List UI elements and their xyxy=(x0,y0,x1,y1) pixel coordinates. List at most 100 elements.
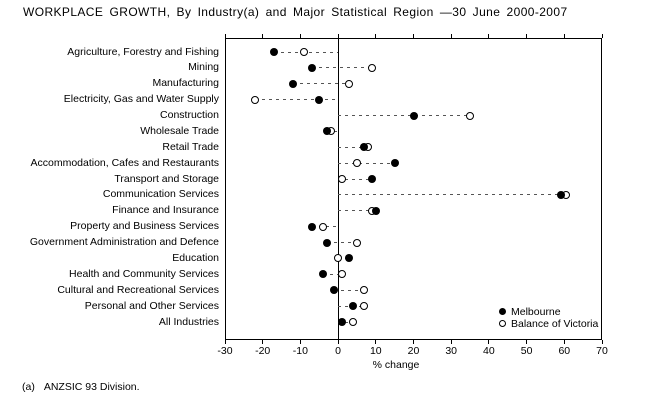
connector-line xyxy=(334,289,365,291)
connector-line xyxy=(338,178,373,180)
x-tick-label: 10 xyxy=(369,345,382,357)
x-tick-label: 30 xyxy=(445,345,458,357)
melbourne-dot xyxy=(270,48,278,56)
footnote-marker: (a) xyxy=(22,381,35,393)
melbourne-dot xyxy=(315,95,324,104)
x-tick-label: 50 xyxy=(520,345,533,357)
balance-of-victoria-dot xyxy=(466,111,475,120)
x-tick-top xyxy=(224,34,226,38)
x-tick-label: -30 xyxy=(217,345,233,357)
footnote-text: ANZSIC 93 Division. xyxy=(43,381,140,393)
balance-of-victoria-dot xyxy=(345,79,354,88)
footnote: (a) ANZSIC 93 Division. xyxy=(22,381,140,393)
x-tick-label: 40 xyxy=(483,345,495,357)
balance-of-victoria-dot xyxy=(251,95,260,104)
x-tick xyxy=(563,340,565,344)
category-label: Mining xyxy=(188,61,219,74)
legend-item-melbourne: Melbourne xyxy=(499,305,598,318)
open-circle-icon xyxy=(499,320,506,327)
category-label: Agriculture, Forestry and Fishing xyxy=(67,45,219,58)
x-tick-top xyxy=(601,34,603,38)
x-tick-top xyxy=(526,34,528,38)
category-label: Cultural and Recreational Services xyxy=(57,283,219,296)
balance-of-victoria-dot xyxy=(319,222,328,231)
melbourne-dot xyxy=(368,175,377,184)
x-tick-label: 20 xyxy=(407,345,420,357)
category-label: Government Administration and Defence xyxy=(29,236,219,249)
legend-item-balance-of-victoria: Balance of Victoria xyxy=(499,317,599,330)
connector-line xyxy=(338,194,567,196)
legend-label-melbourne: Melbourne xyxy=(511,305,561,318)
x-tick xyxy=(450,340,452,344)
x-tick-top xyxy=(375,34,377,38)
connector-line xyxy=(255,99,339,101)
x-tick xyxy=(601,340,603,344)
melbourne-dot xyxy=(337,318,346,326)
category-label: Manufacturing xyxy=(152,77,219,90)
melbourne-dot xyxy=(319,270,328,279)
category-label: Accommodation, Cafes and Restaurants xyxy=(30,156,219,169)
x-tick-label: 60 xyxy=(558,345,571,357)
category-label: Construction xyxy=(160,109,219,122)
category-label: Retail Trade xyxy=(162,140,219,153)
balance-of-victoria-dot xyxy=(352,238,361,247)
balance-of-victoria-dot xyxy=(368,63,377,72)
melbourne-dot xyxy=(322,238,331,247)
x-tick-top xyxy=(450,34,452,38)
balance-of-victoria-dot xyxy=(349,318,358,326)
melbourne-dot xyxy=(371,206,380,215)
zero-reference-line xyxy=(337,38,339,340)
x-tick-top xyxy=(563,34,565,38)
connector-line xyxy=(326,242,357,244)
melbourne-dot xyxy=(307,222,316,231)
balance-of-victoria-dot xyxy=(337,175,346,184)
legend: Melbourne Balance of Victoria xyxy=(499,306,598,330)
category-label: Communication Services xyxy=(102,188,219,201)
connector-line xyxy=(338,257,350,259)
category-label: Electricity, Gas and Water Supply xyxy=(63,93,219,106)
melbourne-dot xyxy=(349,302,358,311)
connector-line xyxy=(338,162,395,164)
balance-of-victoria-dot xyxy=(352,159,361,168)
category-label: Property and Business Services xyxy=(70,220,219,233)
category-label: Personal and Other Services xyxy=(84,299,219,312)
melbourne-dot xyxy=(556,190,565,199)
melbourne-dot xyxy=(288,79,297,88)
x-tick xyxy=(488,340,490,344)
x-tick-label: -20 xyxy=(255,345,271,357)
connector-line xyxy=(292,83,350,85)
x-tick xyxy=(526,340,528,344)
balance-of-victoria-dot xyxy=(360,286,369,295)
legend-label-balance-of-victoria: Balance of Victoria xyxy=(511,317,599,330)
melbourne-dot xyxy=(390,159,399,168)
category-label: Finance and Insurance xyxy=(112,204,219,217)
x-tick-top xyxy=(337,34,339,38)
x-tick-top xyxy=(262,34,264,38)
filled-circle-icon xyxy=(499,308,506,315)
x-tick xyxy=(337,340,339,344)
x-tick xyxy=(299,340,301,344)
x-tick-top xyxy=(299,34,301,38)
x-tick-top xyxy=(488,34,490,38)
x-tick xyxy=(413,340,414,344)
melbourne-dot xyxy=(345,254,354,263)
x-tick-label: 0 xyxy=(335,345,342,357)
balance-of-victoria-dot xyxy=(337,270,346,279)
x-tick xyxy=(375,340,377,344)
connector-line xyxy=(311,67,373,69)
balance-of-victoria-dot xyxy=(300,48,309,56)
plot-area xyxy=(225,38,602,340)
melbourne-dot xyxy=(360,143,369,152)
balance-of-victoria-dot xyxy=(360,302,369,311)
x-tick-top xyxy=(413,34,414,38)
x-tick xyxy=(262,340,264,344)
chart-title: WORKPLACE GROWTH, By Industry(a) and Maj… xyxy=(23,5,568,19)
melbourne-dot xyxy=(307,63,316,72)
x-tick-label: -10 xyxy=(292,345,308,357)
category-label: Transport and Storage xyxy=(114,172,219,185)
category-label: Wholesale Trade xyxy=(140,124,219,137)
connector-line xyxy=(338,210,376,212)
connector-line xyxy=(338,115,471,117)
category-label: Health and Community Services xyxy=(69,267,219,280)
